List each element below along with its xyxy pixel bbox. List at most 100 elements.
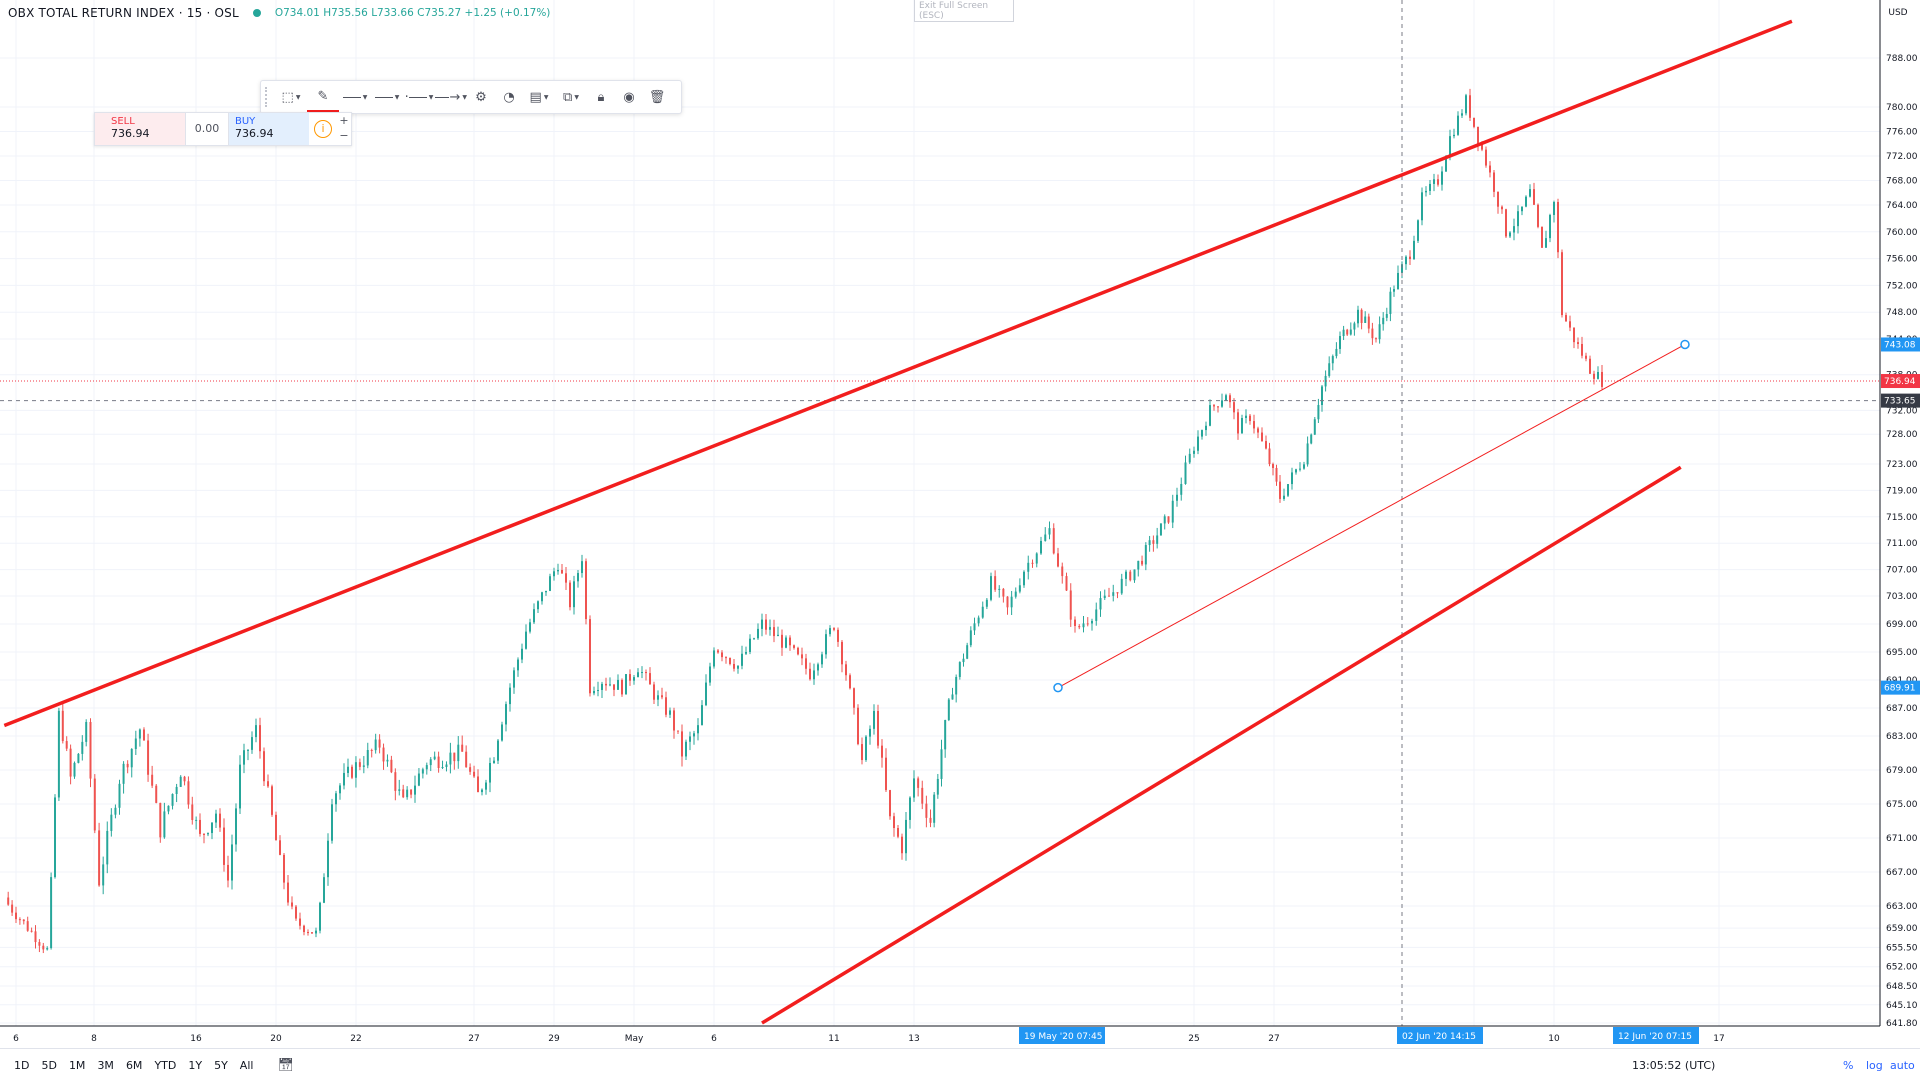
info-icon[interactable]: i [309,113,337,145]
candle-body [1052,528,1055,554]
candle-body [1489,165,1491,173]
candle-body [1229,395,1231,403]
line-width-icon[interactable]: ▼ [371,81,403,113]
candle-body [573,581,575,608]
close-value: C735.27 [417,7,462,19]
candle-body [354,762,357,778]
candle-body [1006,596,1009,608]
timeframe-5y[interactable]: 5Y [214,1058,228,1072]
line-style-icon[interactable]: ▼ [339,81,371,113]
candle-body [885,757,887,791]
line-color-pencil-icon[interactable]: ✎ [307,83,339,113]
timeframe-1y[interactable]: 1Y [188,1058,203,1072]
timeframe-buttons: 1D 5D 1M 3M 6M YTD 1Y 5Y All [8,1059,259,1072]
candle-body [1313,419,1316,435]
timeframe-1d[interactable]: 1D [14,1058,30,1072]
candle-body [134,738,137,750]
candle-body [1441,171,1443,185]
candle-body [1497,191,1499,207]
price-tick-label: 648.50 [1886,982,1918,992]
utc-clock[interactable]: 13:05:52 (UTC) [1632,1058,1716,1072]
candle-body [126,763,129,768]
candle-body [42,945,45,950]
candle-body [1268,448,1271,465]
trend-line[interactable] [1057,344,1686,689]
timeframe-6m[interactable]: 6M [125,1058,143,1072]
candle-body [1449,136,1451,158]
exit-fullscreen-hint[interactable]: Exit Full Screen (ESC) [914,0,1014,22]
candle-body [259,725,261,752]
settings-gear-icon[interactable]: ⚙ [475,89,487,105]
quantity-stepper[interactable]: + − [337,113,351,145]
price-tick-label: 715.00 [1886,513,1918,523]
candle-body [837,629,839,642]
candle-body [65,741,68,749]
trash-icon[interactable]: 🗑︎ [648,89,666,105]
buy-button[interactable]: BUY 736.94 [229,113,309,145]
candle-body [585,561,587,620]
price-marker [1881,374,1920,389]
time-tick-label: 10 [1548,1034,1560,1044]
candle-body [905,819,907,854]
candle-body [713,650,715,667]
candle-body [69,748,72,777]
candle-body [1129,571,1132,581]
visual-order-icon[interactable]: ▤ ▼ [529,89,549,105]
right-end-icon[interactable]: → ▼ [435,81,467,113]
candle-body [187,781,190,805]
decrease-button[interactable]: − [339,129,349,142]
template-selector-icon[interactable]: ⬚ ▼ [281,89,301,105]
candle-body [1257,428,1259,433]
candle-body [944,720,947,750]
timeframe-3m[interactable]: 3M [97,1058,114,1072]
timeframe-ytd[interactable]: YTD [154,1058,177,1072]
price-tick-label: 776.00 [1886,128,1918,138]
log-toggle[interactable]: log [1866,1058,1883,1072]
lock-icon[interactable]: 🔒︎ [597,89,605,105]
sell-button[interactable]: SELL 736.94 [95,113,185,145]
candle-body [343,772,345,786]
timeframe-5d[interactable]: 5D [41,1058,57,1072]
trend-line-handle[interactable] [1053,682,1063,693]
candle-body [1557,201,1559,253]
auto-toggle[interactable]: auto [1890,1058,1915,1072]
candle-body [15,912,17,920]
candle-body [386,759,389,762]
candle-body [183,776,186,782]
candle-body [1529,189,1531,197]
candle-body [1167,516,1170,523]
candle-body [1103,595,1106,599]
candle-body [753,638,755,640]
alert-icon[interactable]: ◔ [503,89,515,105]
candle-body [1589,358,1591,374]
candle-body [275,814,277,841]
price-tick-label: 703.00 [1886,592,1918,602]
increase-button[interactable]: + [339,114,349,127]
toolbar-drag-handle[interactable] [265,87,275,107]
channel-lower-line[interactable] [761,465,1682,1025]
percent-toggle[interactable]: % [1843,1058,1854,1072]
left-end-icon[interactable]: · ▼ [404,89,434,105]
calendar-goto-icon[interactable]: 📅︎ [277,1057,294,1073]
currency-label[interactable]: USD [1888,8,1907,18]
timeframe-1m[interactable]: 1M [68,1058,86,1072]
candle-body [529,622,531,632]
candle-body [773,627,775,637]
channel-upper-line[interactable] [3,19,1793,728]
clone-icon[interactable]: ⧉ ▼ [563,89,579,105]
trend-line-handle[interactable] [1680,339,1690,350]
candle-body [203,833,205,835]
candle-body [295,906,297,919]
eye-icon[interactable]: ◉ [623,89,635,105]
candle-body [958,662,961,677]
candle-body [1310,434,1313,444]
candle-body [331,804,333,841]
candle-body [1389,291,1392,314]
price-tick-label: 679.00 [1886,766,1918,776]
candle-body [370,750,373,752]
candle-body [981,606,984,618]
timeframe-all[interactable]: All [239,1058,254,1072]
candle-body [1433,179,1435,184]
symbol-name[interactable]: OBX TOTAL RETURN INDEX · 15 · OSL [8,6,239,20]
